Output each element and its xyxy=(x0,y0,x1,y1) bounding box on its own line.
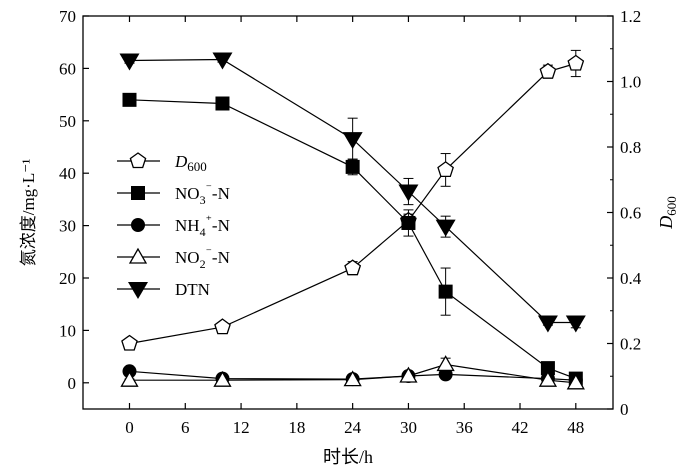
data-point xyxy=(438,284,453,299)
data-point xyxy=(565,315,586,333)
x-tick-label: 24 xyxy=(344,418,362,437)
y-tick-label-right: 1.0 xyxy=(620,73,641,92)
y-tick-label-right: 0 xyxy=(620,400,629,419)
y-axis-label-left: 氮浓度/mg·L⁻¹ xyxy=(19,159,38,267)
legend-label-sub: 4 xyxy=(200,225,206,239)
data-point xyxy=(213,370,232,387)
legend-marker xyxy=(128,247,148,264)
x-tick-label: 36 xyxy=(456,418,473,437)
x-tick-label: 6 xyxy=(181,418,190,437)
legend-label-rest: -N xyxy=(212,248,230,267)
legend-marker xyxy=(129,152,147,169)
x-tick-label: 18 xyxy=(288,418,305,437)
legend-marker xyxy=(128,282,148,299)
legend-label-main: NO xyxy=(175,248,200,267)
legend-item: D600 xyxy=(117,152,207,174)
data-point xyxy=(399,366,418,383)
y-axis-label-right-sub: 600 xyxy=(664,196,679,216)
y-tick-label-right: 0.2 xyxy=(620,335,641,354)
x-tick-label: 30 xyxy=(400,418,417,437)
data-point xyxy=(436,355,455,372)
data-point xyxy=(212,52,233,70)
data-point xyxy=(344,259,362,276)
data-point xyxy=(345,159,360,174)
data-point xyxy=(120,370,139,387)
y-tick-label-left: 70 xyxy=(59,7,76,26)
data-point xyxy=(121,334,138,351)
legend-label: NH4⁺-N xyxy=(175,213,230,239)
legend-label-main: D xyxy=(174,152,188,171)
legend-label-sup: ⁻ xyxy=(206,245,212,259)
x-tick-label: 42 xyxy=(512,418,529,437)
data-point xyxy=(538,370,558,387)
legend-label-sub: 2 xyxy=(200,257,206,271)
legend-label-rest: -N xyxy=(212,184,230,203)
data-point xyxy=(343,370,362,387)
legend-label-main: NO xyxy=(175,184,200,203)
legend-item: NO3⁻-N xyxy=(117,181,230,207)
data-point xyxy=(401,215,416,230)
legend-label: NO3⁻-N xyxy=(175,181,230,207)
legend-label-sup: ⁺ xyxy=(206,213,212,227)
data-point xyxy=(437,161,454,178)
series-3 xyxy=(120,355,585,390)
y-tick-label-left: 50 xyxy=(59,112,76,131)
data-point xyxy=(214,318,231,335)
legend-marker xyxy=(131,186,145,200)
legend-label: D600 xyxy=(174,152,207,174)
legend-label: NO2⁻-N xyxy=(175,245,230,271)
y-tick-label-right: 0.8 xyxy=(620,138,641,157)
data-point xyxy=(567,54,585,71)
legend-item: DTN xyxy=(117,280,210,299)
legend-label: DTN xyxy=(175,280,210,299)
data-point xyxy=(435,219,456,237)
y-tick-label-left: 10 xyxy=(59,321,76,340)
series-line xyxy=(129,62,576,345)
legend-label-sup: ⁻ xyxy=(206,181,212,195)
y-tick-label-left: 0 xyxy=(68,374,77,393)
y-axis-label-right-main: D xyxy=(656,216,676,230)
legend-label-sub: 600 xyxy=(187,159,207,174)
y-axis-label-right: D600 xyxy=(656,196,679,230)
legend-item: NH4⁺-N xyxy=(117,213,230,239)
data-point xyxy=(540,361,555,376)
data-point xyxy=(566,373,585,390)
data-point xyxy=(539,62,557,79)
x-axis-label: 时长/h xyxy=(323,447,373,467)
y-tick-label-right: 0.6 xyxy=(620,204,641,223)
series-4 xyxy=(119,52,586,333)
x-tick-label: 0 xyxy=(125,418,134,437)
data-point xyxy=(537,315,558,333)
data-point xyxy=(215,96,230,111)
y-tick-label-right: 0.4 xyxy=(620,269,642,288)
legend-label-sub: 3 xyxy=(200,193,206,207)
series-layer xyxy=(119,49,586,390)
legend-label-rest: -N xyxy=(212,216,230,235)
y-tick-label-left: 40 xyxy=(59,164,76,183)
y-tick-label-right: 1.2 xyxy=(620,7,641,26)
x-tick-label: 48 xyxy=(567,418,584,437)
plot-frame xyxy=(82,15,614,410)
data-point xyxy=(122,92,137,107)
legend-marker xyxy=(131,218,145,232)
data-point xyxy=(119,53,140,71)
data-point xyxy=(398,184,419,202)
legend-item: NO2⁻-N xyxy=(117,245,230,271)
x-tick-label: 12 xyxy=(233,418,250,437)
y-tick-label-left: 20 xyxy=(59,269,76,288)
data-point xyxy=(342,132,363,150)
axes-layer: 0 6 12 18 24 30 36 42 4801020304050607000.20.40.… xyxy=(59,7,642,437)
legend-label-main: NH xyxy=(175,216,200,235)
y-tick-label-left: 60 xyxy=(59,59,76,78)
y-tick-label-left: 30 xyxy=(59,217,76,236)
